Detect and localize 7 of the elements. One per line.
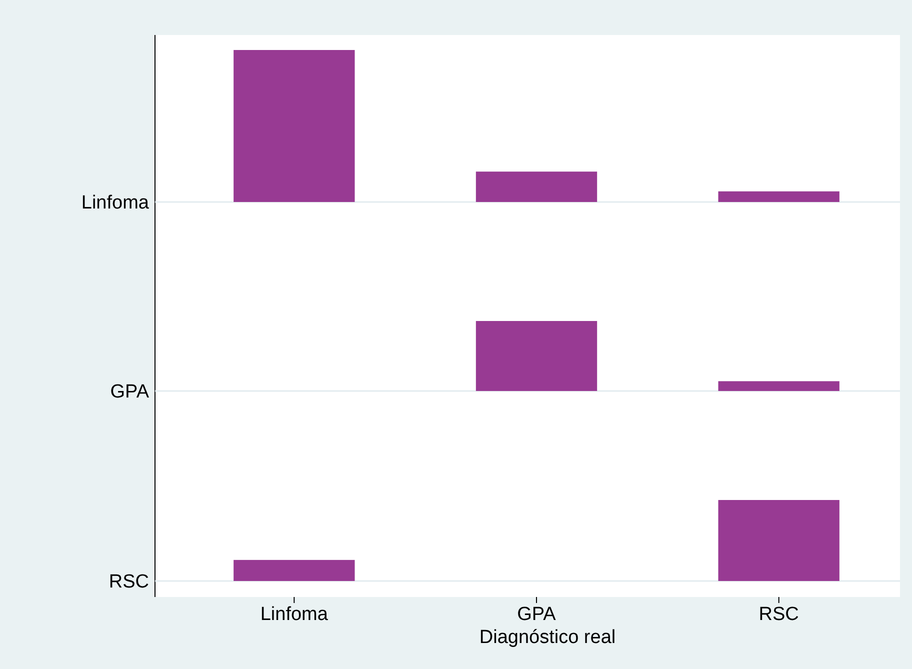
x-axis-title: Diagnóstico real: [479, 627, 616, 648]
x-tick-label: RSC: [758, 604, 799, 625]
y-axis-title: Linfoma: [81, 192, 150, 214]
x-tick-label: Linfoma: [260, 604, 328, 625]
y-axis-title: GPA: [110, 382, 150, 403]
y-axis-title: RSC: [108, 572, 149, 593]
x-tick-label: GPA: [517, 604, 556, 625]
